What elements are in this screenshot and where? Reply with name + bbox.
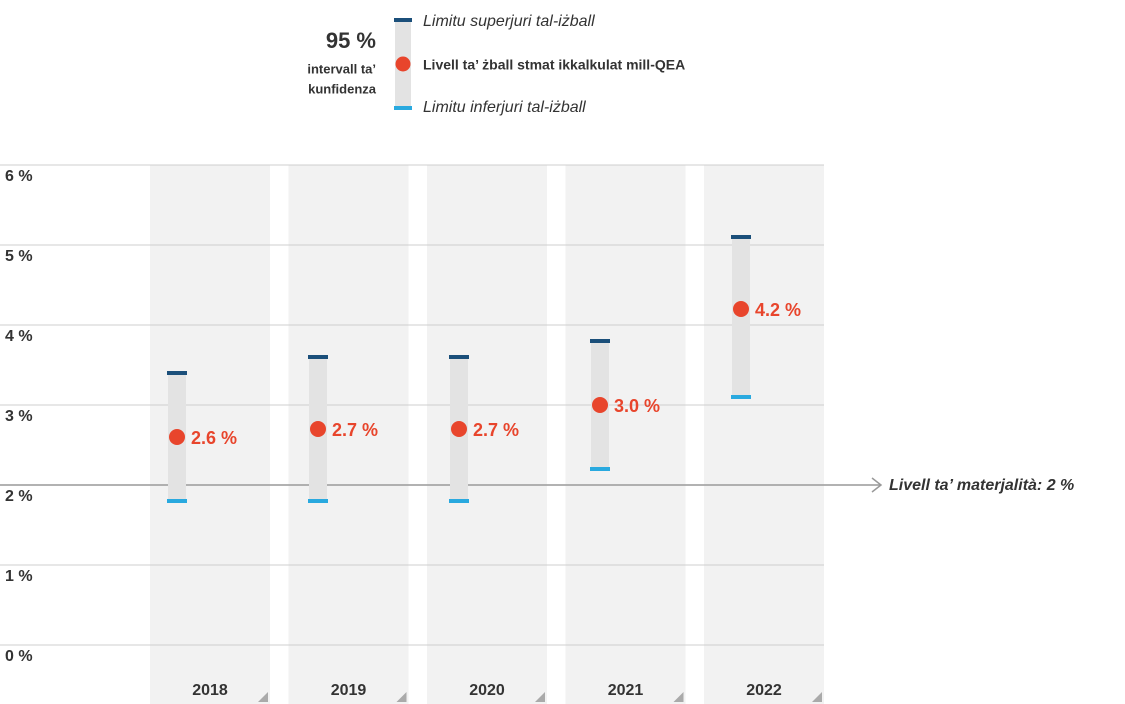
legend-title: 95 % <box>326 28 376 53</box>
legend-subtitle: kunfidenza <box>308 81 377 96</box>
point <box>451 421 467 437</box>
lower-limit <box>167 499 187 503</box>
lower-limit <box>590 467 610 471</box>
x-tick-label: 2022 <box>746 682 782 699</box>
legend-point <box>395 56 411 72</box>
point <box>169 429 185 445</box>
value-label: 2.7 % <box>332 420 378 440</box>
column-bg <box>427 165 547 704</box>
legend-lower <box>394 106 412 110</box>
y-tick-label: 6 % <box>5 168 33 185</box>
lower-limit <box>731 395 751 399</box>
x-tick-label: 2019 <box>331 682 367 699</box>
threshold-arrow <box>871 477 883 493</box>
y-tick-label: 3 % <box>5 408 33 425</box>
column-corner <box>535 692 545 702</box>
point <box>310 421 326 437</box>
column-corner <box>396 692 407 702</box>
value-label: 3.0 % <box>614 396 660 416</box>
upper-limit <box>449 355 469 359</box>
point <box>592 397 608 413</box>
legend-text: Livell ta’ żball stmat ikkalkulat mill-Q… <box>423 57 685 73</box>
x-tick-label: 2021 <box>608 682 644 699</box>
upper-limit <box>590 339 610 343</box>
column-corner <box>258 692 268 702</box>
legend-upper <box>394 18 412 22</box>
lower-limit <box>449 499 469 503</box>
column-corner <box>812 692 822 702</box>
value-label: 2.6 % <box>191 428 237 448</box>
value-label: 2.7 % <box>473 420 519 440</box>
value-label: 4.2 % <box>755 300 801 320</box>
point <box>733 301 749 317</box>
y-tick-label: 5 % <box>5 248 33 265</box>
legend-text: Limitu superjuri tal-iżball <box>423 13 595 30</box>
y-tick-label: 1 % <box>5 568 33 585</box>
lower-limit <box>308 499 328 503</box>
legend-text: Limitu inferjuri tal-iżball <box>423 99 586 116</box>
upper-limit <box>731 235 751 239</box>
y-tick-label: 0 % <box>5 648 33 665</box>
threshold-label: Livell ta’ materjalità: 2 % <box>889 477 1074 494</box>
upper-limit <box>167 371 187 375</box>
legend-subtitle: intervall ta’ <box>307 61 376 76</box>
upper-limit <box>308 355 328 359</box>
x-tick-label: 2020 <box>469 682 505 699</box>
y-tick-label: 2 % <box>5 488 33 505</box>
column-bg <box>704 165 824 704</box>
x-tick-label: 2018 <box>192 682 228 699</box>
column-bg <box>565 165 686 704</box>
y-tick-label: 4 % <box>5 328 33 345</box>
column-bg <box>288 165 409 704</box>
column-corner <box>673 692 684 702</box>
